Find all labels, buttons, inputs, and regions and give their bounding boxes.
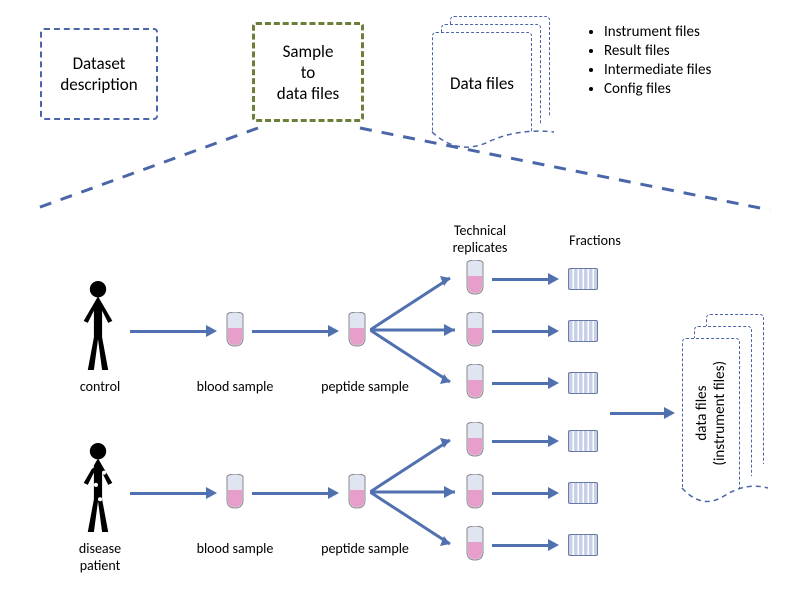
fraction-gel [568,534,598,556]
blood-sample-label-2: blood sample [185,540,285,557]
fraction-gel [568,320,598,342]
arrow-head-icon [206,325,217,337]
peptide-tube-control [348,312,366,348]
fraction-gel [568,430,598,452]
replicate-tube [466,364,484,400]
sample-to-datafiles-box: Sample to data files [252,22,364,122]
arrow [492,278,550,281]
arrow-head-icon [328,325,339,337]
arrow-head-icon [548,435,559,447]
fractions-label: Fractions [560,232,630,249]
arrow-head-icon [548,273,559,285]
fraction-gel [568,268,598,290]
blood-sample-label-1: blood sample [185,378,285,395]
arrow-head-icon [328,487,339,499]
list-item: Instrument files [604,23,711,41]
disease-body-icon [76,442,120,534]
arrow [130,492,208,495]
list-item: Result files [604,42,711,60]
list-item: Config files [604,80,711,98]
replicate-tube [466,312,484,348]
fraction-gel [568,482,598,504]
replicate-tube [466,526,484,562]
replicate-tube [466,474,484,510]
arrow-head-icon [548,377,559,389]
arrow-head-icon [206,487,217,499]
disease-label: disease patient [70,540,130,574]
blood-tube-control [226,312,244,348]
dataset-description-box: Dataset description [40,28,158,120]
arrow-head-icon [664,407,675,419]
fraction-gel [568,372,598,394]
technical-replicates-label: Technical replicates [440,222,520,256]
replicate-tube [466,422,484,458]
control-body-icon [76,280,120,372]
peptide-sample-label-1: peptide sample [310,378,420,395]
arrow-head-icon [548,325,559,337]
list-item: Intermediate files [604,61,711,79]
datafiles-label: Data files [433,73,531,94]
arrow [492,544,550,547]
arrow [130,330,208,333]
file-type-list: Instrument files Result files Intermedia… [584,22,711,99]
arrow-head-icon [548,487,559,499]
arrow [492,440,550,443]
arrow [610,412,666,415]
arrow [252,492,330,495]
arrow [492,492,550,495]
peptide-sample-label-2: peptide sample [310,540,420,557]
blood-tube-disease [226,474,244,510]
arrow-head-icon [548,539,559,551]
arrow [492,382,550,385]
dataset-description-label: Dataset description [46,53,152,95]
output-datafiles-label: data files (instrument files) [693,361,729,466]
replicate-tube [466,260,484,296]
arrow [252,330,330,333]
arrow [492,330,550,333]
sample-to-datafiles-label: Sample to data files [277,41,339,104]
peptide-tube-disease [348,474,366,510]
control-label: control [72,378,128,395]
